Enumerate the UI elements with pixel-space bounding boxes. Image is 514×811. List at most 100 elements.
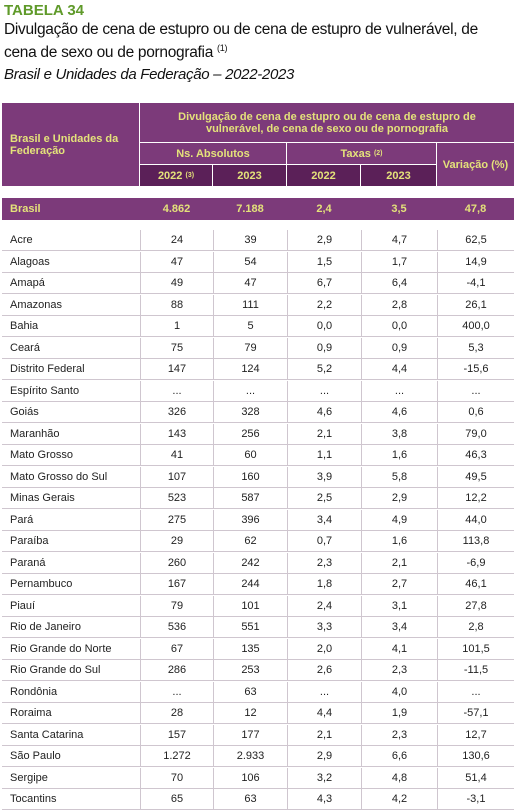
cell-value: 326 [140,402,213,422]
table-label: TABELA 34 [4,2,85,19]
table-row: Maranhão 143 256 2,1 3,8 79,0 [2,423,514,445]
row-label: Paraíba [10,535,49,547]
table-row: Santa Catarina 157 177 2,1 2,3 12,7 [2,724,514,746]
cell-value: 26,1 [437,294,514,315]
cell-value: 75 [140,337,213,358]
cell-value: -57,1 [437,703,514,723]
cell-value: 49 [140,273,213,293]
cell-value: 62 [213,531,287,551]
cell-value: 4,2 [361,789,437,809]
row-label: Distrito Federal [10,363,85,375]
table-row: Mato Grosso do Sul 107 160 3,9 5,8 49,5 [2,466,514,488]
cell-value: 160 [213,466,287,487]
year-header: 2023 [361,165,436,186]
cell-value: ... [361,380,437,401]
row-label: Santa Catarina [10,728,84,741]
title-text: Divulgação de cena de estupro ou de cena… [4,21,478,62]
row-label: Minas Gerais [10,492,75,504]
cell-value: 2,2 [287,294,361,315]
cell-value: 46,3 [437,445,514,465]
row-label: Acre [10,234,33,246]
table-subtitle: Brasil e Unidades da Federação – 2022-20… [4,66,295,83]
cell-value: 2,4 [316,203,332,215]
table-row: Piauí 79 101 2,4 3,1 27,8 [2,595,514,617]
table-row: Amazonas 88 111 2,2 2,8 26,1 [2,294,514,316]
table-row: Mato Grosso 41 60 1,1 1,6 46,3 [2,445,514,466]
cell-value: 6,6 [361,746,437,766]
cell-value: 62,5 [437,230,514,250]
row-label: Rondônia [10,685,58,698]
cell-value: 157 [140,724,213,745]
cell-value: 106 [213,767,287,788]
row-label: Rio Grande do Sul [10,664,101,676]
year-header: 2023 [213,165,286,186]
row-label: Bahia [10,320,39,332]
cell-value: 6,4 [361,273,437,293]
cell-value: 2,8 [437,617,514,637]
cell-value: 4.862 [162,203,191,215]
cell-value: 551 [213,617,287,637]
cell-value: 2,1 [287,423,361,444]
rates-header: Taxas (2) [287,143,436,164]
cell-value: 60 [213,445,287,465]
table-row: Paraná 260 242 2,3 2,1 -6,9 [2,552,514,574]
row-label: Rio de Janeiro [10,621,81,633]
cell-value: 5,2 [287,359,361,379]
cell-value: 101,5 [437,638,514,659]
cell-value: 107 [140,466,213,487]
cell-value: 167 [140,574,213,594]
cell-value: 2,8 [361,294,437,315]
cell-value: ... [213,380,287,401]
cell-value: 2,1 [287,724,361,745]
cell-value: 49,5 [437,466,514,487]
row-label: Sergipe [10,771,48,784]
cell-value: 4,1 [361,638,437,659]
year-note: (3) [185,172,195,179]
table-row: Espírito Santo............... [2,380,514,402]
row-label: Rio Grande do Norte [10,642,112,655]
cell-value: 536 [140,617,213,637]
cell-value: 29 [140,531,213,551]
table-row: Minas Gerais 523 587 2,5 2,9 12,2 [2,488,514,509]
cell-value: 4,3 [287,789,361,809]
cell-value: 3,8 [361,423,437,444]
cell-value: 2,3 [361,660,437,680]
cell-value: 67 [140,638,213,659]
cell-value: 3,4 [287,509,361,530]
cell-value: 2,9 [287,746,361,766]
table-row: Distrito Federal 147 124 5,2 4,4 -15,6 [2,359,514,380]
cell-value: 3,2 [287,767,361,788]
table-row: Goiás 326 328 4,6 4,6 0,6 [2,402,514,423]
row-label: Paraná [10,556,46,569]
cell-value: 101 [213,595,287,616]
cell-value: ... [140,380,213,401]
row-label: São Paulo [10,750,61,762]
cell-value: 63 [213,789,287,809]
cell-value: 253 [213,660,287,680]
cell-value: -6,9 [437,552,514,573]
cell-value: 396 [213,509,287,530]
cell-value: 4,8 [361,767,437,788]
cell-value: 47 [213,273,287,293]
table-row: Roraima 28 12 4,4 1,9 -57,1 [2,703,514,724]
row-label: Amapá [10,277,45,289]
cell-value: 3,9 [287,466,361,487]
cell-value: 2,0 [287,638,361,659]
group-header: Divulgação de cena de estupro ou de cena… [140,103,514,142]
table-row: Tocantins 65 63 4,3 4,2 -3,1 [2,789,514,810]
table-row: Pernambuco 167 244 1,8 2,7 46,1 [2,574,514,595]
cell-value: 113,8 [437,531,514,551]
cell-value: 28 [140,703,213,723]
cell-value: 0,7 [287,531,361,551]
absolutes-header: Ns. Absolutos [140,143,286,164]
cell-value: 286 [140,660,213,680]
row-label: Pernambuco [10,578,73,590]
table-row: Rio Grande do Sul 286 253 2,6 2,3 -11,5 [2,660,514,681]
cell-value: 5,3 [437,337,514,358]
cell-value: 2,3 [361,724,437,745]
row-label: Ceará [10,341,40,354]
cell-value: 5,8 [361,466,437,487]
cell-value: 2,9 [361,488,437,508]
cell-value: 47 [140,251,213,272]
